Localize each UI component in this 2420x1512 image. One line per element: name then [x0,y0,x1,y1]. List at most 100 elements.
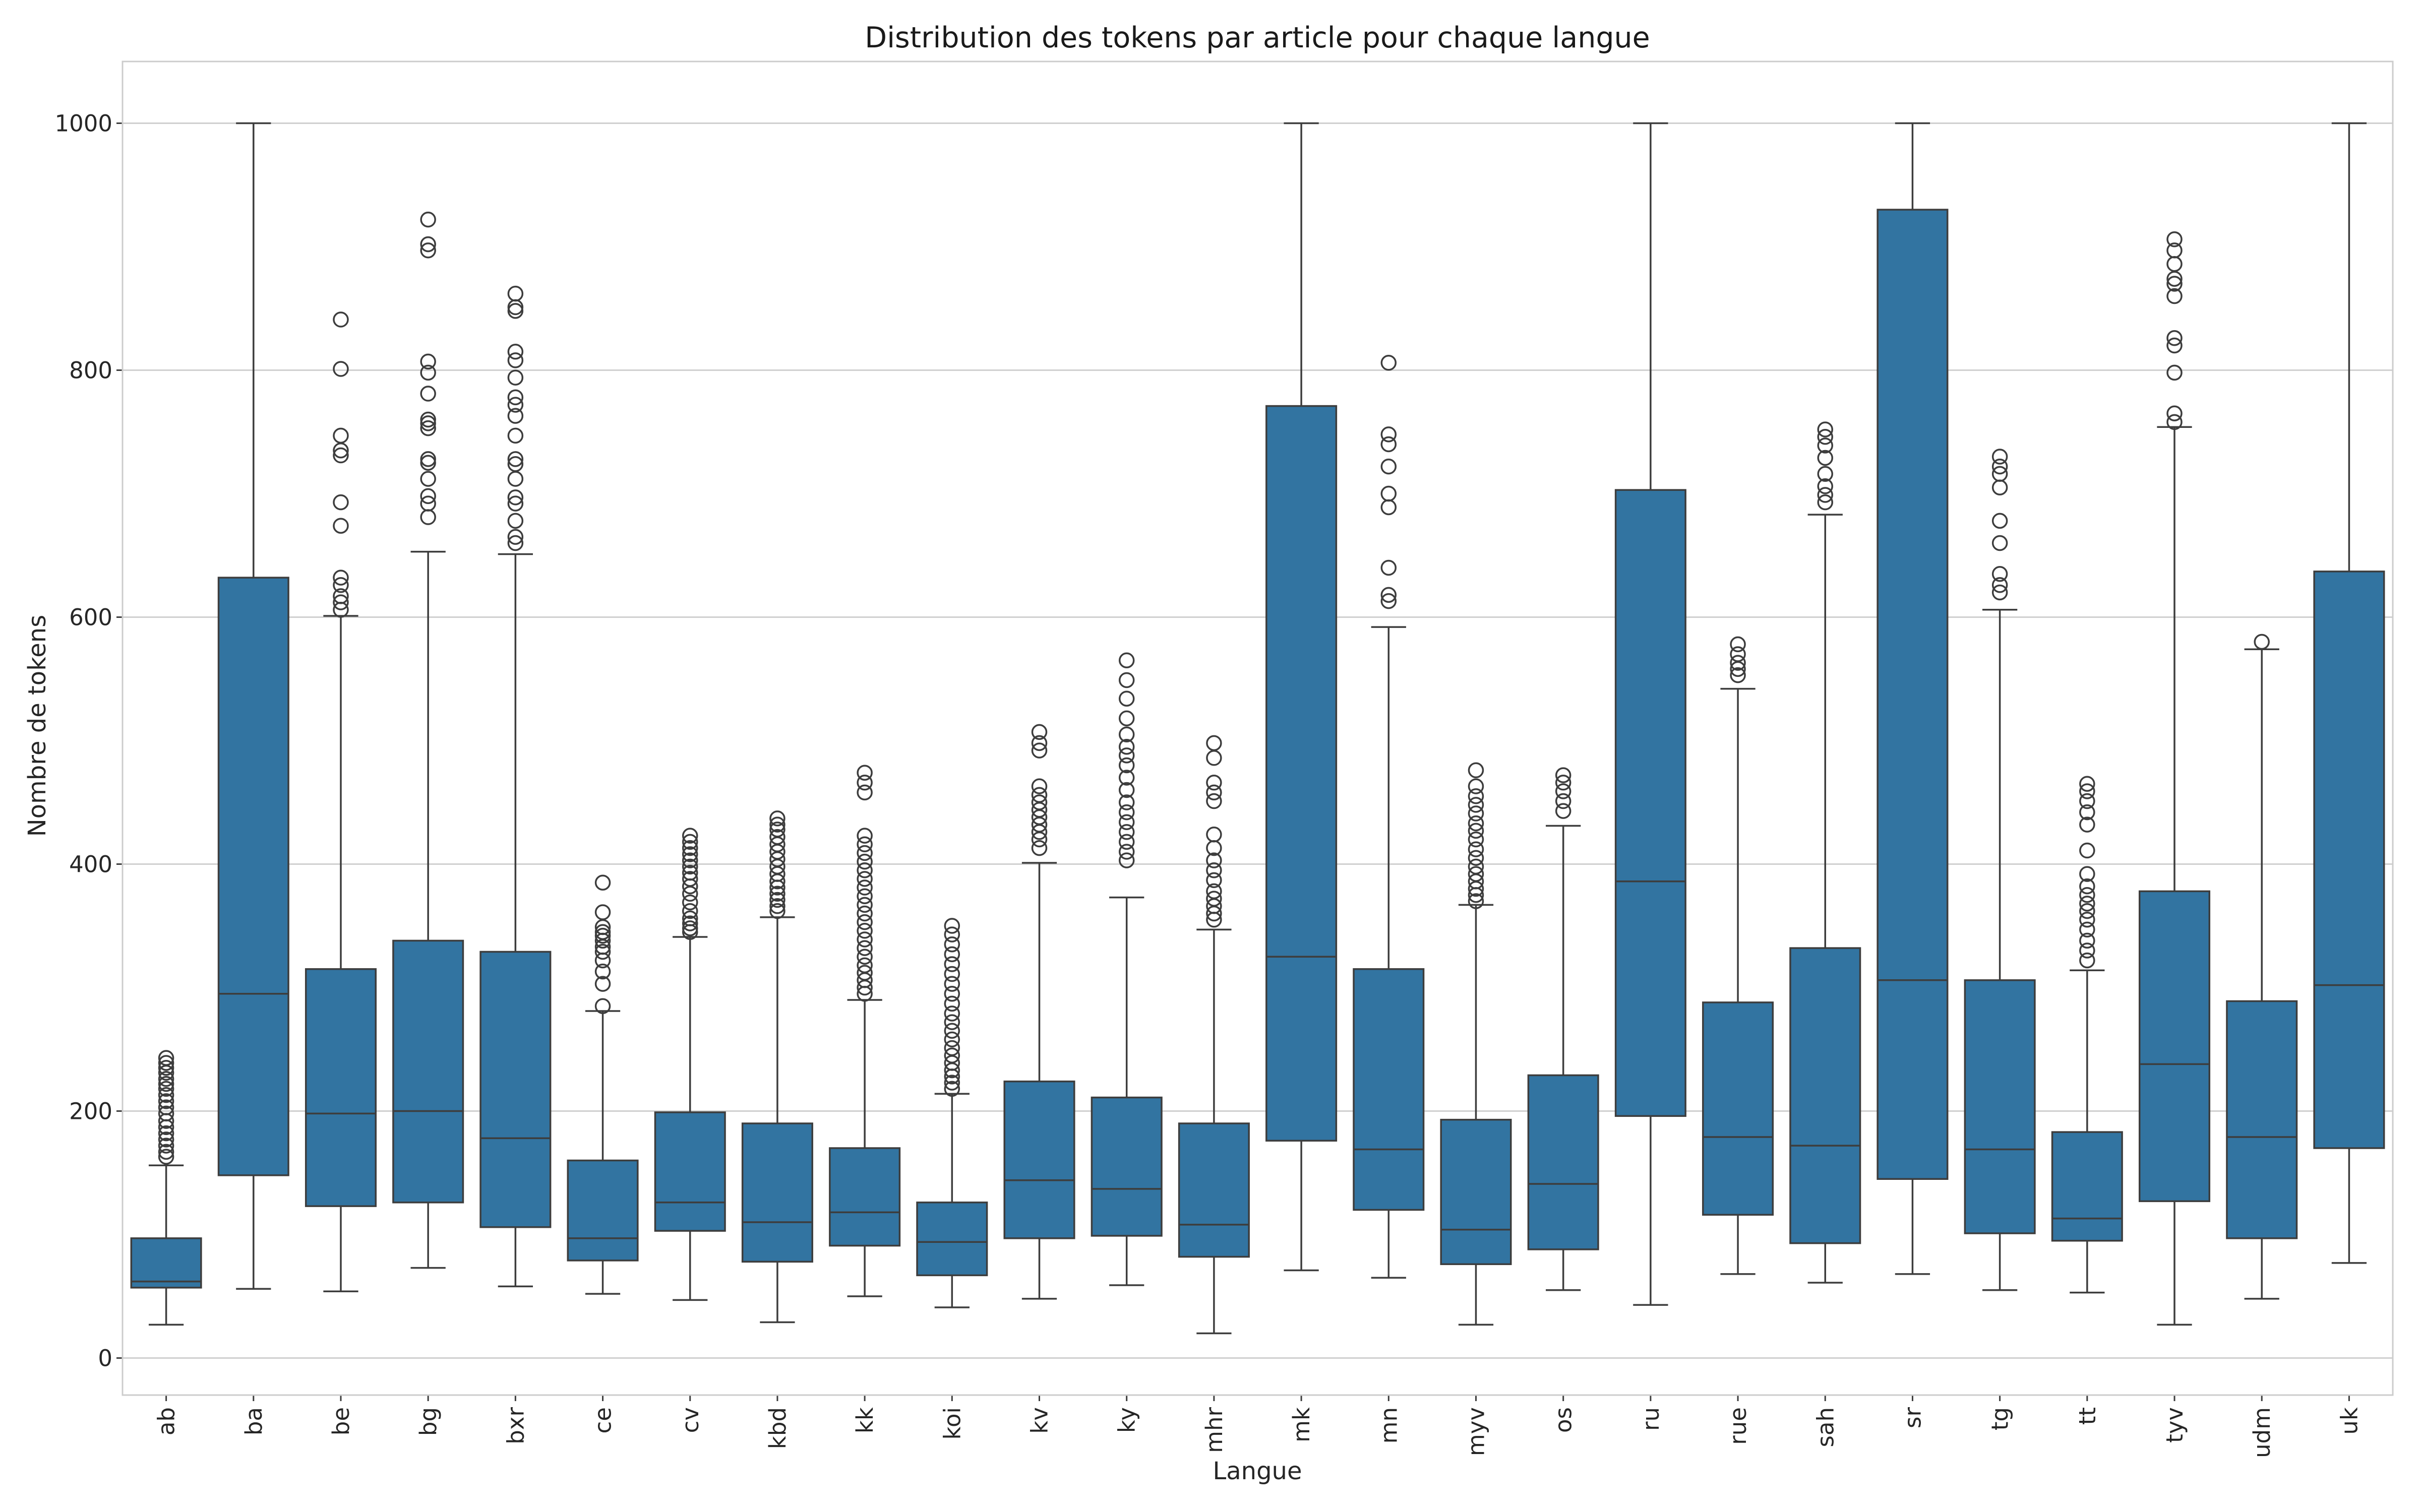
outlier-point [594,874,611,891]
outlier-point [1031,735,1048,751]
outlier-point [1380,593,1397,609]
outlier-point [2166,364,2183,381]
outlier-point [1991,566,2008,582]
outlier-point [857,914,873,930]
outlier-point [1468,805,1484,822]
outlier-point [1991,449,2008,465]
outlier-point [682,915,698,931]
plot-frame [122,60,2394,1396]
box-ce [567,874,639,1295]
outlier-point [507,529,524,545]
outlier-point [333,518,349,534]
outlier-point [1380,436,1397,453]
outlier-point [507,451,524,467]
x-tick-label: sr [1899,1407,1926,1428]
outlier-point [507,427,524,444]
box-mn [1353,355,1425,1279]
outlier-point [507,471,524,487]
outlier-point [1555,803,1571,819]
outlier-point [507,303,524,319]
chart-title: Distribution des tokens par article pour… [865,21,1650,54]
box-be [305,311,377,1292]
iqr-box [392,939,464,1204]
outlier-point [1468,823,1484,839]
iqr-box [1178,1122,1250,1258]
outlier-point [1730,636,1746,653]
outlier-point [333,570,349,586]
outlier-point [1031,840,1048,856]
outlier-point [2079,878,2095,895]
outlier-point [1118,672,1135,688]
outlier-point [1118,804,1135,821]
iqr-box [1265,405,1338,1142]
box-cv [654,828,726,1301]
outlier-point [1468,762,1484,779]
outlier-point [507,535,524,551]
x-tick-label: ky [1114,1407,1140,1433]
x-tick-label: bg [415,1407,442,1436]
outlier-point [1991,466,2008,482]
box-bxr [479,285,552,1288]
outlier-point [158,1149,174,1165]
outlier-point [682,840,698,856]
outlier-point [2079,816,2095,833]
outlier-point [857,888,873,904]
outlier-point [2079,842,2095,859]
box-sah [1789,421,1861,1284]
iqr-box [2226,1000,2298,1239]
outlier-point [2166,288,2183,304]
x-tick-label: sah [1812,1407,1839,1447]
x-tick-label: mk [1288,1407,1315,1442]
iqr-box [567,1159,639,1262]
outlier-point [1206,793,1222,809]
iqr-box [1789,947,1861,1244]
box-os [1527,767,1599,1291]
outlier-point [507,408,524,424]
outlier-point [594,927,611,944]
outlier-point [2166,276,2183,292]
box-mhr [1178,735,1250,1335]
outlier-point [944,936,960,953]
outlier-point [1118,747,1135,764]
outlier-point [1380,559,1397,576]
outlier-point [2166,405,2183,421]
outlier-point [857,923,873,939]
outlier-point [2166,337,2183,354]
outlier-point [944,946,960,963]
outlier-point [158,1138,174,1154]
outlier-point [682,828,698,844]
outlier-point [1555,767,1571,783]
iqr-box [2051,1131,2123,1242]
outlier-point [1206,883,1222,900]
outlier-point [1468,797,1484,813]
outlier-point [2079,932,2095,949]
box-tyv [2138,231,2211,1326]
outlier-point [944,995,960,1012]
outlier-point [944,1040,960,1056]
outlier-point [769,892,785,908]
box-tt [2051,776,2123,1294]
outlier-point [158,1060,174,1076]
outlier-point [1468,788,1484,804]
outlier-point [944,1047,960,1063]
outlier-point [2166,231,2183,247]
outlier-point [1118,726,1135,742]
outlier-point [1380,355,1397,371]
outlier-point [857,836,873,853]
outlier-point [1206,891,1222,907]
outlier-point [507,489,524,506]
outlier-point [1031,787,1048,803]
outlier-point [944,986,960,1002]
outlier-point [682,846,698,862]
outlier-point [1817,437,1833,454]
y-tick-label: 400 [69,851,112,878]
outlier-point [857,940,873,956]
outlier-point [682,871,698,887]
iqr-box [1702,1001,1774,1216]
outlier-point [333,577,349,593]
box-ru [1614,122,1686,1306]
outlier-point [2166,242,2183,259]
outlier-point [2079,804,2095,821]
x-tick-label: ab [153,1407,180,1435]
outlier-point [158,1093,174,1109]
